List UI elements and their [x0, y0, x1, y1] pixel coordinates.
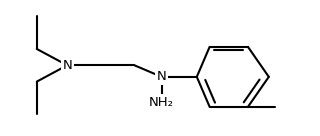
Text: N: N: [157, 70, 166, 83]
Text: N: N: [62, 59, 72, 72]
Text: NH₂: NH₂: [149, 95, 174, 109]
